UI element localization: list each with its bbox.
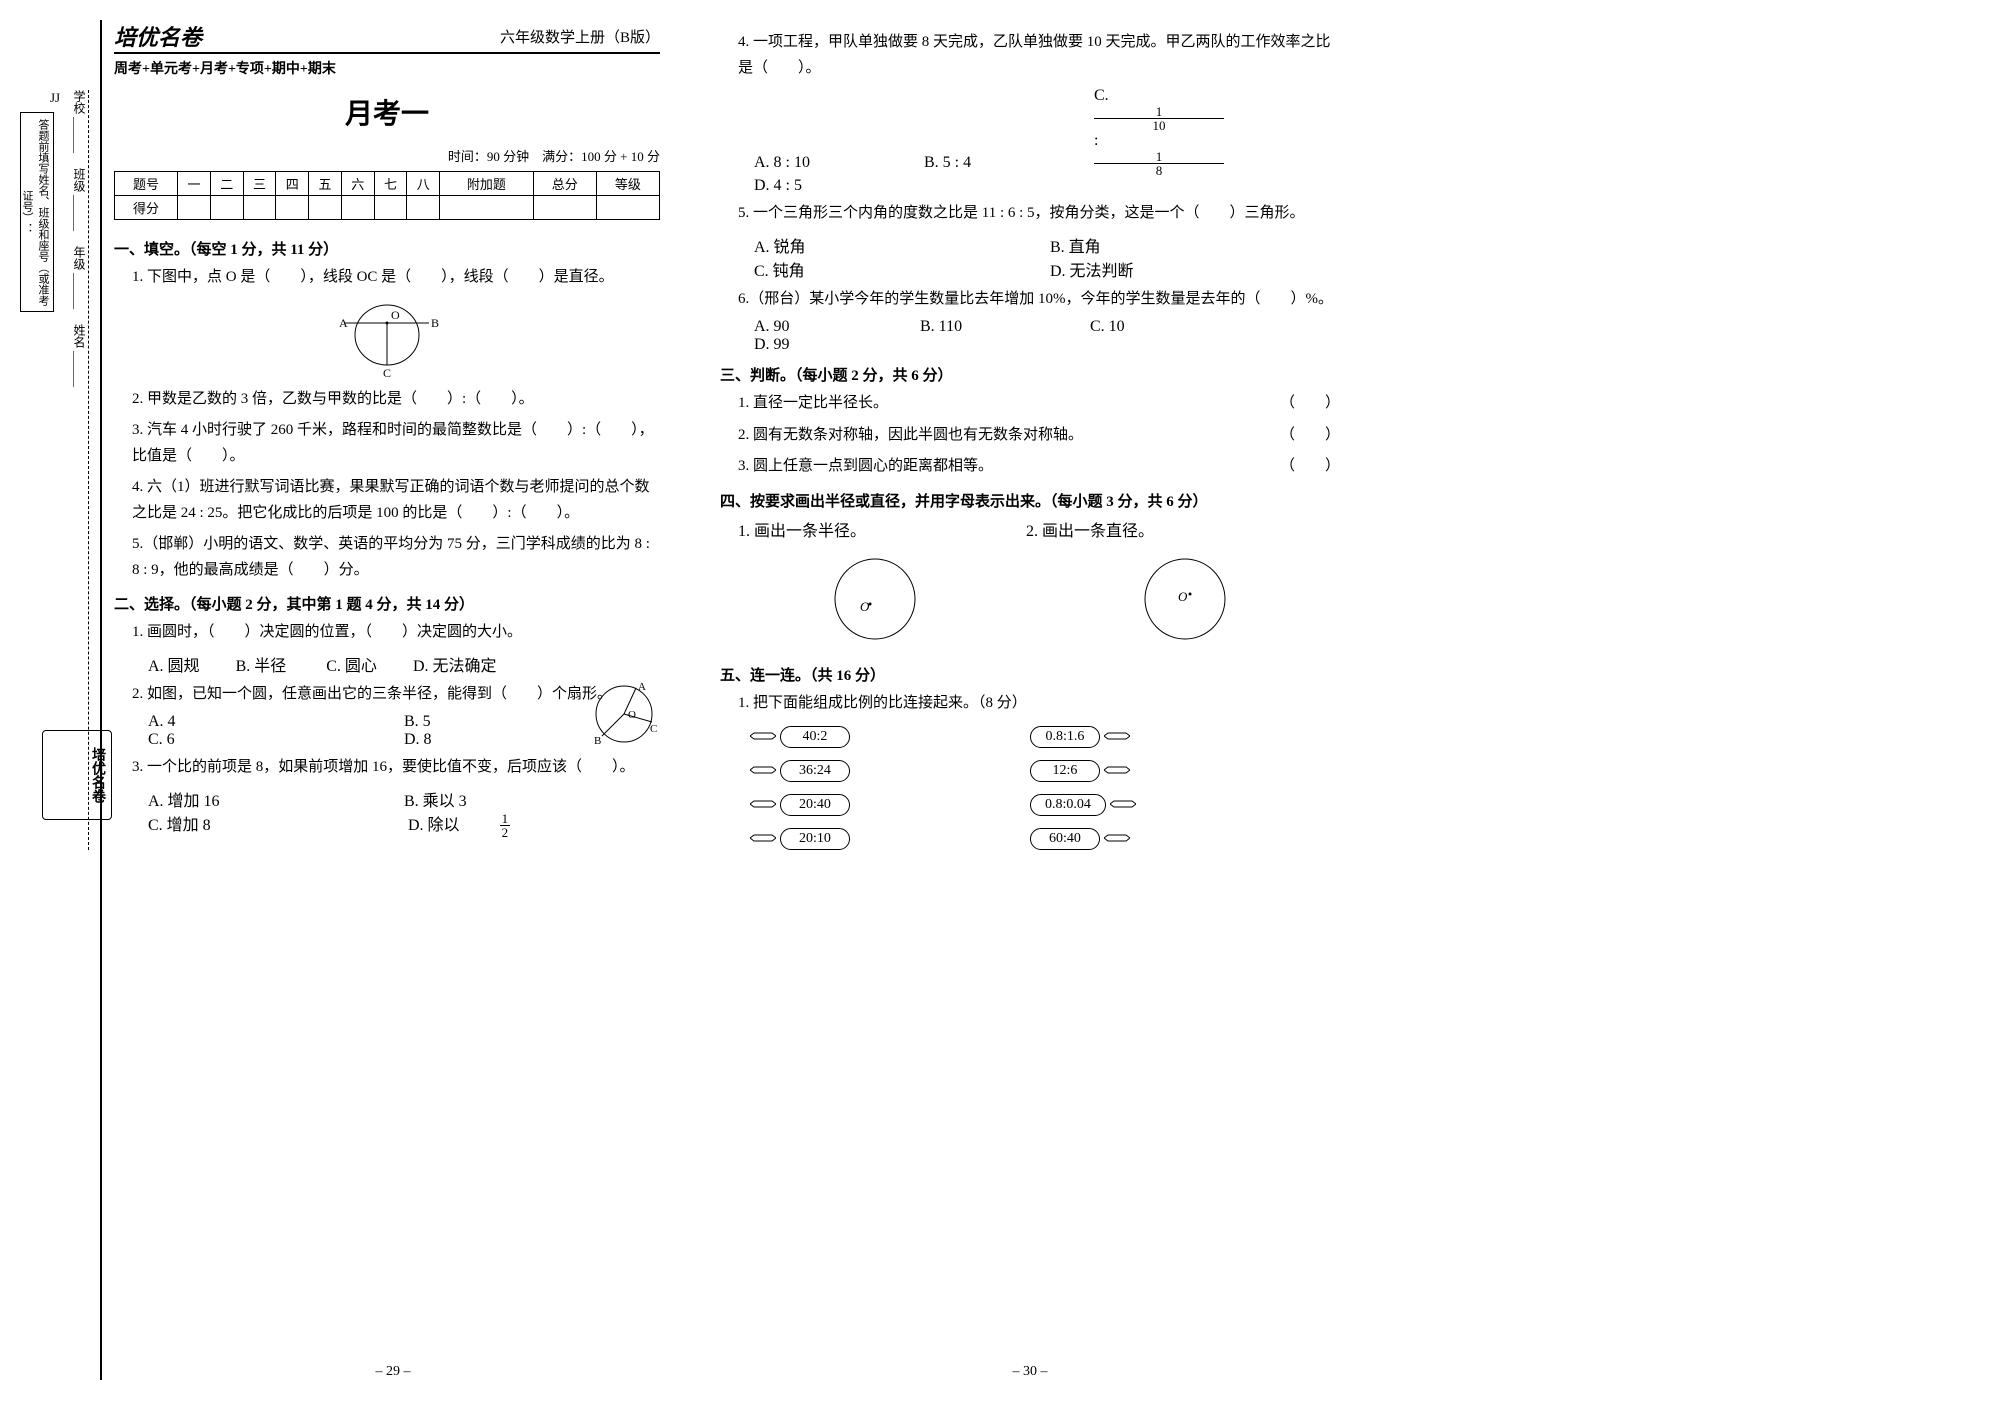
pencil-icon [1104, 731, 1130, 741]
header-logo: 培优名卷 [114, 20, 202, 52]
section-1-head: 一、填空。（每空 1 分，共 11 分） [114, 238, 660, 259]
section-3-head: 三、判断。（每小题 2 分，共 6 分） [720, 364, 1340, 385]
q1-5: 5.（邯郸）小明的语文、数学、英语的平均分为 75 分，三门学科成绩的比为 8 … [132, 532, 660, 583]
q1-4: 4. 六（1）班进行默写词语比赛，果果默写正确的词语个数与老师提问的总个数之比是… [132, 475, 660, 526]
pencil-icon [1110, 799, 1136, 809]
connect-right: 0.8:1.6 12:6 0.8:0.04 60:40 [1030, 726, 1136, 850]
header: 培优名卷 六年级数学上册（B版） [114, 20, 660, 54]
q1-1: 1. 下图中，点 O 是（ ），线段 OC 是（ ），线段（ ）是直径。 [132, 265, 660, 291]
svg-text:B: B [431, 316, 439, 330]
blank-circle-1: O [820, 549, 930, 649]
page-number-right: – 30 – [720, 1364, 1340, 1380]
cut-line [88, 90, 89, 850]
pencil-icon [1104, 833, 1130, 843]
q1-2: 2. 甲数是乙数的 3 倍，乙数与甲数的比是（ ）:（ ）。 [132, 387, 660, 413]
pencil-icon [750, 833, 776, 843]
q2-6: 6.（邢台）某小学今年的学生数量比去年增加 10%，今年的学生数量是去年的（ ）… [738, 287, 1340, 313]
sidebar-instructions: 答题前填写姓名、班级和座号（或准考证号）： [20, 112, 54, 312]
svg-text:O: O [391, 308, 400, 322]
connect-diagram: 40:2 36:24 20:40 20:10 0.8:1.6 12:6 0.8:… [750, 726, 1340, 850]
q2-4: 4. 一项工程，甲队单独做要 8 天完成，乙队单独做要 10 天完成。甲乙两队的… [738, 30, 1340, 81]
table-row: 题号一二 三四五 六七八 附加题总分等级 [115, 172, 660, 196]
q2-1: 1. 画圆时，（ ）决定圆的位置，（ ）决定圆的大小。 [132, 620, 660, 646]
exam-title: 月考一 [114, 92, 660, 132]
page-30: 4. 一项工程，甲队单独做要 8 天完成，乙队单独做要 10 天完成。甲乙两队的… [720, 20, 1340, 1380]
section-4-head: 四、按要求画出半径或直径，并用字母表示出来。（每小题 3 分，共 6 分） [720, 490, 1340, 511]
svg-text:C: C [383, 366, 391, 379]
subtitle: 周考+单元考+月考+专项+期中+期末 [114, 58, 660, 78]
section-5-head: 五、连一连。（共 16 分） [720, 664, 1340, 685]
svg-text:C: C [650, 723, 657, 735]
connect-left: 40:2 36:24 20:40 20:10 [750, 726, 850, 850]
pencil-icon [1104, 765, 1130, 775]
pencil-icon [750, 799, 776, 809]
q2-3: 3. 一个比的前项是 8，如果前项增加 16，要使比值不变，后项应该（ ）。 [132, 755, 660, 781]
q3-1: 1. 直径一定比半径长。（ ） [738, 391, 1340, 417]
svg-text:O: O [860, 599, 870, 614]
svg-text:O: O [1178, 589, 1188, 604]
circle-diagram: A B O C [327, 299, 447, 379]
svg-text:A: A [638, 682, 646, 693]
q2-5: 5. 一个三角形三个内角的度数之比是 11 : 6 : 5，按角分类，这是一个（… [738, 201, 1340, 227]
q2-2: 2. 如图，已知一个圆，任意画出它的三条半径，能得到（ ）个扇形。 A O B … [132, 682, 660, 708]
score-table: 题号一二 三四五 六七八 附加题总分等级 得分 [114, 171, 660, 220]
pencil-icon [750, 765, 776, 775]
q2-3-opts: A. 增加 16B. 乘以 3 C. 增加 8 D. 除以 12 [148, 787, 660, 840]
table-row: 得分 [115, 196, 660, 220]
sector-diagram: A O B C [584, 682, 660, 752]
grade-title: 六年级数学上册（B版） [500, 26, 660, 47]
section-2-head: 二、选择。（每小题 2 分，其中第 1 题 4 分，共 14 分） [114, 593, 660, 614]
page-29: 培优名卷 六年级数学上册（B版） 周考+单元考+月考+专项+期中+期末 月考一 … [100, 20, 660, 1380]
q1-3: 3. 汽车 4 小时行驶了 260 千米，路程和时间的最简整数比是（ ）:（ ）… [132, 418, 660, 469]
q3-2: 2. 圆有无数条对称轴，因此半圆也有无数条对称轴。（ ） [738, 423, 1340, 449]
svg-text:B: B [594, 735, 601, 747]
pencil-icon [750, 731, 776, 741]
time-info: 时间：90 分钟 满分：100 分 + 10 分 [114, 146, 660, 165]
draw-circles: O O [720, 549, 1340, 654]
blank-circle-2: O [1130, 549, 1240, 649]
q5-1: 1. 把下面能组成比例的比连接起来。（8 分） [738, 691, 1340, 717]
q2-5-opts: A. 锐角B. 直角 C. 钝角D. 无法判断 [754, 233, 1340, 281]
q3-3: 3. 圆上任意一点到圆心的距离都相等。（ ） [738, 454, 1340, 480]
exam-sidebar: JJ 答题前填写姓名、班级和座号（或准考证号）： 学校 ______ 班级 __… [20, 90, 90, 850]
page-number-left: – 29 – [114, 1364, 672, 1380]
svg-text:A: A [339, 316, 348, 330]
sidebar-fill-fields: 学校 ______ 班级 ______ 年级 ______ 姓名 ______ [68, 90, 88, 590]
svg-text:O: O [628, 709, 636, 721]
draw-prompts: 1. 画出一条半径。2. 画出一条直径。 [738, 517, 1340, 541]
q2-4-opts: A. 8 : 10 B. 5 : 4 C. 110 : 18 D. 4 : 5 [754, 87, 1340, 195]
q2-6-opts: A. 90B. 110 C. 10D. 99 [754, 318, 1340, 354]
q2-1-opts: A. 圆规B. 半径 C. 圆心D. 无法确定 [148, 652, 660, 676]
